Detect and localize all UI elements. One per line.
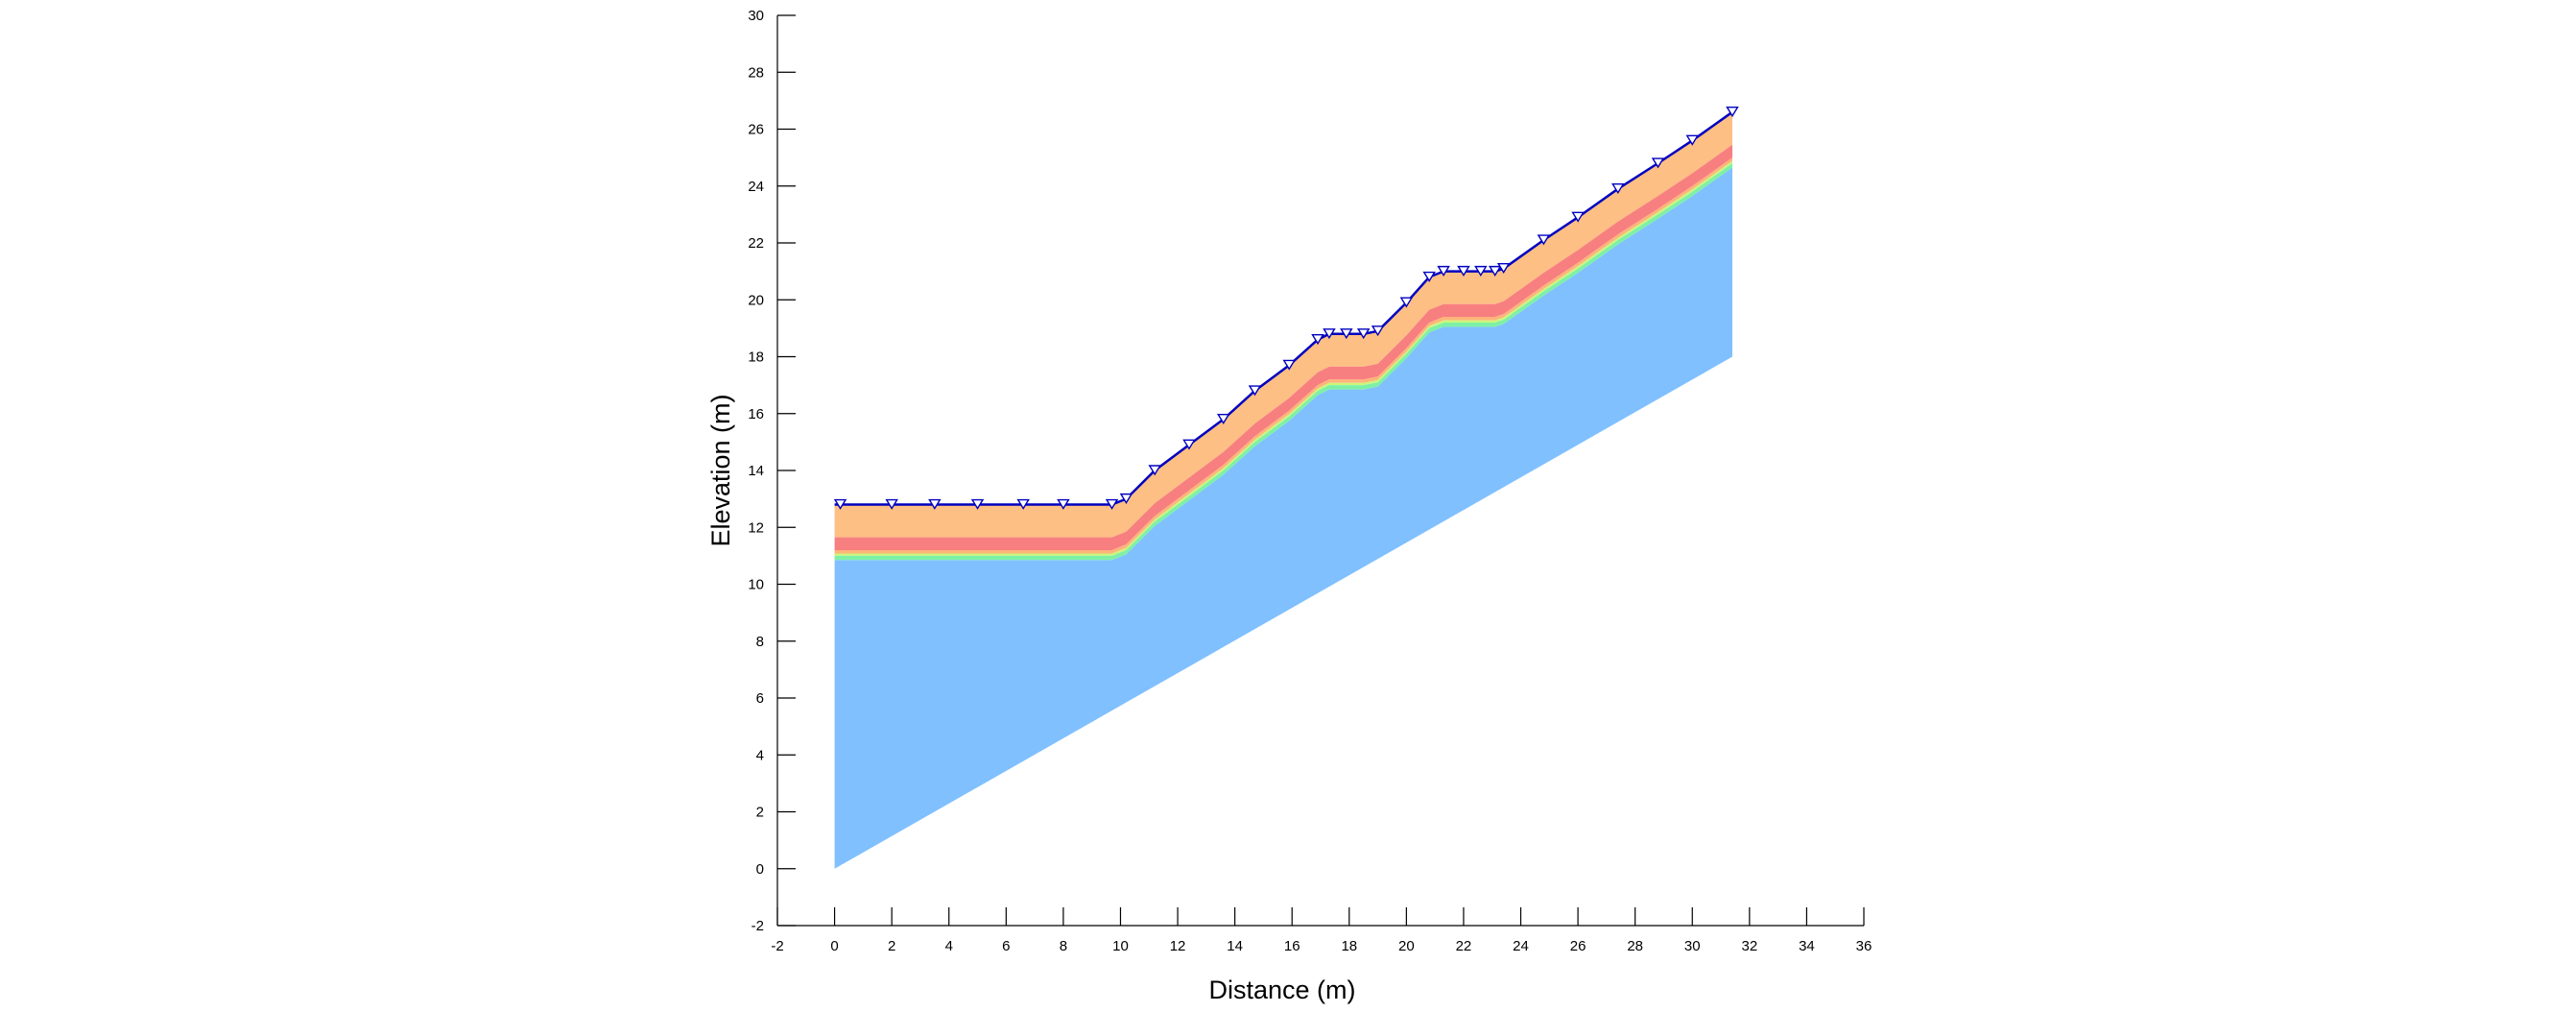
x-tick-label: 28	[1627, 938, 1643, 954]
water-table-marker	[1685, 134, 1700, 146]
x-tick-label: 22	[1456, 938, 1472, 954]
x-tick-label: 30	[1684, 938, 1701, 954]
water-table-marker	[1216, 413, 1230, 425]
water-table-marker	[833, 498, 847, 510]
x-tick-label: 8	[1060, 938, 1067, 954]
x-tick-label: -2	[771, 938, 783, 954]
x-tick-label: 14	[1227, 938, 1243, 954]
y-tick-label: 18	[748, 349, 764, 366]
water-table-marker	[1474, 265, 1488, 277]
water-table-marker	[1105, 498, 1119, 510]
y-tick-label: 14	[748, 463, 764, 479]
water-table-marker	[885, 498, 898, 510]
x-tick-label: 18	[1341, 938, 1357, 954]
water-table-marker	[1371, 325, 1385, 337]
x-tick-label: 6	[1002, 938, 1010, 954]
x-tick-label: 10	[1112, 938, 1129, 954]
water-table-marker	[1571, 211, 1585, 223]
water-table-marker	[1437, 265, 1450, 277]
x-axis-label: Distance (m)	[1208, 976, 1355, 1004]
x-tick-label: 12	[1170, 938, 1186, 954]
water-table-marker	[1537, 234, 1551, 246]
water-table-marker	[1182, 439, 1196, 450]
y-tick-label: -2	[751, 918, 764, 934]
x-tick-label: 0	[830, 938, 838, 954]
y-tick-label: 12	[748, 519, 764, 536]
water-table-marker	[1282, 359, 1296, 371]
water-table-marker	[970, 498, 985, 510]
x-tick-label: 4	[945, 938, 953, 954]
x-ticks: -2 0 2 4 6 8 10 12 14 16 18 20 22 24 26 28 30 32 34 36	[771, 907, 1872, 954]
material-regions	[834, 111, 1732, 869]
y-tick-label: 24	[748, 179, 764, 195]
water-table-marker	[1248, 385, 1262, 397]
water-table-markers	[833, 107, 1739, 510]
water-table-marker	[1488, 265, 1502, 277]
water-table-marker	[1399, 297, 1414, 308]
y-tick-label: 2	[756, 805, 764, 821]
y-tick-label: 10	[748, 577, 764, 593]
x-tick-label: 36	[1856, 938, 1872, 954]
water-table-marker	[1340, 328, 1353, 340]
y-tick-label: 6	[756, 690, 764, 707]
water-table-marker	[1148, 465, 1161, 476]
y-tick-label: 4	[756, 747, 764, 763]
y-tick-label: 28	[748, 64, 764, 81]
y-axis-label: Elevation (m)	[706, 394, 735, 546]
y-tick-label: 22	[748, 235, 764, 252]
x-tick-label: 26	[1570, 938, 1586, 954]
x-tick-label: 34	[1799, 938, 1815, 954]
water-table-marker	[1422, 271, 1436, 282]
base-region	[834, 167, 1732, 869]
water-table-marker	[1311, 334, 1324, 346]
water-table-marker	[1457, 265, 1470, 277]
water-table-marker	[1726, 107, 1739, 118]
y-tick-label: 26	[748, 122, 764, 138]
y-tick-label: 0	[756, 861, 764, 878]
water-table-marker	[1496, 262, 1511, 275]
y-tick-label: 16	[748, 406, 764, 422]
y-tick-label: 8	[756, 634, 764, 650]
x-tick-label: 16	[1284, 938, 1300, 954]
water-table-marker	[1356, 328, 1371, 340]
y-tick-label: 20	[748, 292, 764, 308]
x-tick-label: 32	[1741, 938, 1757, 954]
water-table-marker	[1651, 157, 1665, 169]
water-table-marker	[1057, 498, 1070, 510]
x-tick-label: 2	[888, 938, 895, 954]
water-table-marker	[1611, 183, 1625, 195]
x-tick-label: 24	[1513, 938, 1529, 954]
x-tick-label: 20	[1398, 938, 1415, 954]
y-tick-label: 30	[748, 8, 764, 24]
water-table-marker	[1323, 328, 1336, 340]
water-table-marker	[1119, 493, 1133, 504]
water-table-marker	[928, 498, 942, 510]
water-table-marker	[1016, 498, 1030, 510]
